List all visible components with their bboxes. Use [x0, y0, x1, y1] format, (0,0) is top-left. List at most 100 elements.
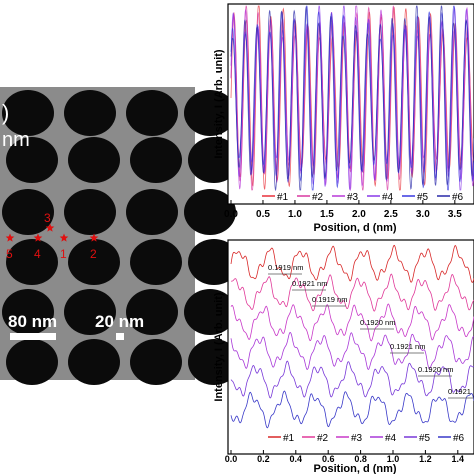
pore — [130, 239, 182, 285]
chart-bottom: 0.1919 nm 0.1921 nm 0.1919 nm 0.1920 nm 0.19… — [213, 239, 474, 474]
micrograph-panel: ) nm 3 5 4 1 2 80 nm 20 nm — [0, 87, 240, 385]
series-line-#1 — [230, 244, 474, 284]
unit-fragment: nm — [2, 129, 30, 151]
legend-label: #4 — [382, 192, 394, 203]
pore — [188, 239, 240, 285]
x-tick-label: 2.5 — [384, 209, 398, 220]
star-label: 1 — [60, 247, 67, 261]
pore — [188, 137, 240, 183]
pore — [2, 90, 54, 136]
chart-top-lines — [230, 5, 474, 192]
scale-bar-small-label: 20 nm — [95, 312, 144, 331]
pore — [184, 189, 236, 235]
chart-bottom-xlabel: Position, d (nm) — [313, 463, 396, 474]
pore — [130, 137, 182, 183]
chart-bottom-ticks: 0.0 0.2 0.4 0.6 0.8 1.0 1.2 1.4 — [225, 450, 464, 464]
x-tick-label: 0.0 — [224, 209, 238, 220]
star-marker — [33, 233, 43, 242]
pore — [130, 339, 182, 385]
x-tick-label: 1.2 — [419, 454, 432, 464]
pore — [126, 289, 178, 335]
x-tick-label: 1.0 — [288, 209, 302, 220]
legend-label: #5 — [419, 433, 431, 444]
legend-label: #5 — [417, 192, 429, 203]
pore-grid — [2, 90, 240, 385]
chart-bottom-frame — [227, 239, 474, 455]
chart-top-ticks: 0.0 0.5 1.0 1.5 2.0 2.5 3.0 3.5 — [224, 200, 462, 220]
scale-bar-large — [10, 333, 56, 340]
star-label: 4 — [34, 247, 41, 261]
pore — [188, 339, 240, 385]
annotation-label: 0.1919 nm — [268, 263, 303, 272]
legend-label: #1 — [277, 192, 289, 203]
chart-top: #1 #2 #3 #4 #5 #6 0.0 0.5 1.0 1.5 2.0 2.5 3.0 3.5 Po… — [213, 3, 474, 234]
x-tick-label: 0.4 — [290, 454, 303, 464]
x-tick-label: 1.4 — [452, 454, 465, 464]
series-line-#6 — [230, 390, 474, 429]
series-line-#5 — [230, 360, 474, 399]
x-tick-label: 0.5 — [256, 209, 270, 220]
x-tick-label: 0.8 — [354, 454, 367, 464]
pore — [126, 90, 178, 136]
legend-label: #4 — [385, 433, 397, 444]
pore — [64, 289, 116, 335]
chart-bottom-annotations: 0.1919 nm 0.1921 nm 0.1919 nm 0.1920 nm 0.19… — [268, 263, 474, 399]
legend-label: #3 — [347, 192, 359, 203]
series-line-#3 — [230, 5, 474, 192]
series-line-#6 — [230, 5, 474, 192]
annotation-label: 0.1921 nm — [448, 387, 474, 396]
pore — [68, 137, 120, 183]
x-tick-label: 0.2 — [257, 454, 270, 464]
x-tick-label: 3.0 — [416, 209, 430, 220]
series-line-#4 — [230, 332, 474, 371]
series-line-#3 — [230, 303, 474, 342]
annotation-label: 0.1919 nm — [312, 295, 347, 304]
star-marker — [89, 233, 99, 242]
scale-bar-large-label: 80 nm — [8, 312, 57, 331]
pore — [6, 239, 58, 285]
chart-top-ylabel: Intensity, I (Arb. unit) — [213, 49, 225, 159]
star-label: 3 — [44, 211, 51, 225]
legend-label: #2 — [317, 433, 329, 444]
pore — [2, 189, 54, 235]
chart-bottom-ylabel: Intensity, I (Arb. unit) — [213, 292, 225, 402]
legend-label: #2 — [312, 192, 324, 203]
x-tick-label: 0.0 — [225, 454, 238, 464]
scale-bar-small — [116, 333, 124, 340]
annotation-label: 0.1921 nm — [390, 342, 425, 351]
panel-letter: ) — [2, 100, 9, 125]
pore — [184, 90, 236, 136]
chart-bottom-lines — [230, 244, 474, 429]
star-marker — [45, 223, 55, 232]
x-tick-label: 2.0 — [352, 209, 366, 220]
star-markers: 3 5 4 1 2 — [5, 211, 99, 261]
pore — [126, 189, 178, 235]
x-tick-label: 0.6 — [322, 454, 335, 464]
chart-top-xlabel: Position, d (nm) — [313, 222, 396, 234]
star-marker — [5, 233, 15, 242]
pore — [6, 339, 58, 385]
pore — [68, 339, 120, 385]
pore — [64, 90, 116, 136]
star-label: 2 — [90, 247, 97, 261]
x-tick-label: 1.0 — [387, 454, 400, 464]
chart-bottom-legend: #1 #2 #3 #4 #5 #6 — [268, 433, 465, 444]
pore — [68, 239, 120, 285]
legend-label: #6 — [452, 192, 464, 203]
chart-top-legend: #1 #2 #3 #4 #5 #6 — [262, 192, 464, 203]
series-line-#2 — [230, 273, 474, 312]
star-marker — [59, 233, 69, 242]
star-label: 5 — [6, 247, 13, 261]
annotation-label: 0.1920 nm — [418, 365, 453, 374]
pore — [184, 289, 236, 335]
pore — [2, 289, 54, 335]
x-tick-label: 1.5 — [320, 209, 334, 220]
x-tick-label: 3.5 — [448, 209, 462, 220]
legend-label: #3 — [351, 433, 363, 444]
pore — [64, 189, 116, 235]
pore — [6, 137, 58, 183]
legend-label: #6 — [453, 433, 465, 444]
annotation-label: 0.1921 nm — [292, 279, 327, 288]
legend-label: #1 — [283, 433, 295, 444]
